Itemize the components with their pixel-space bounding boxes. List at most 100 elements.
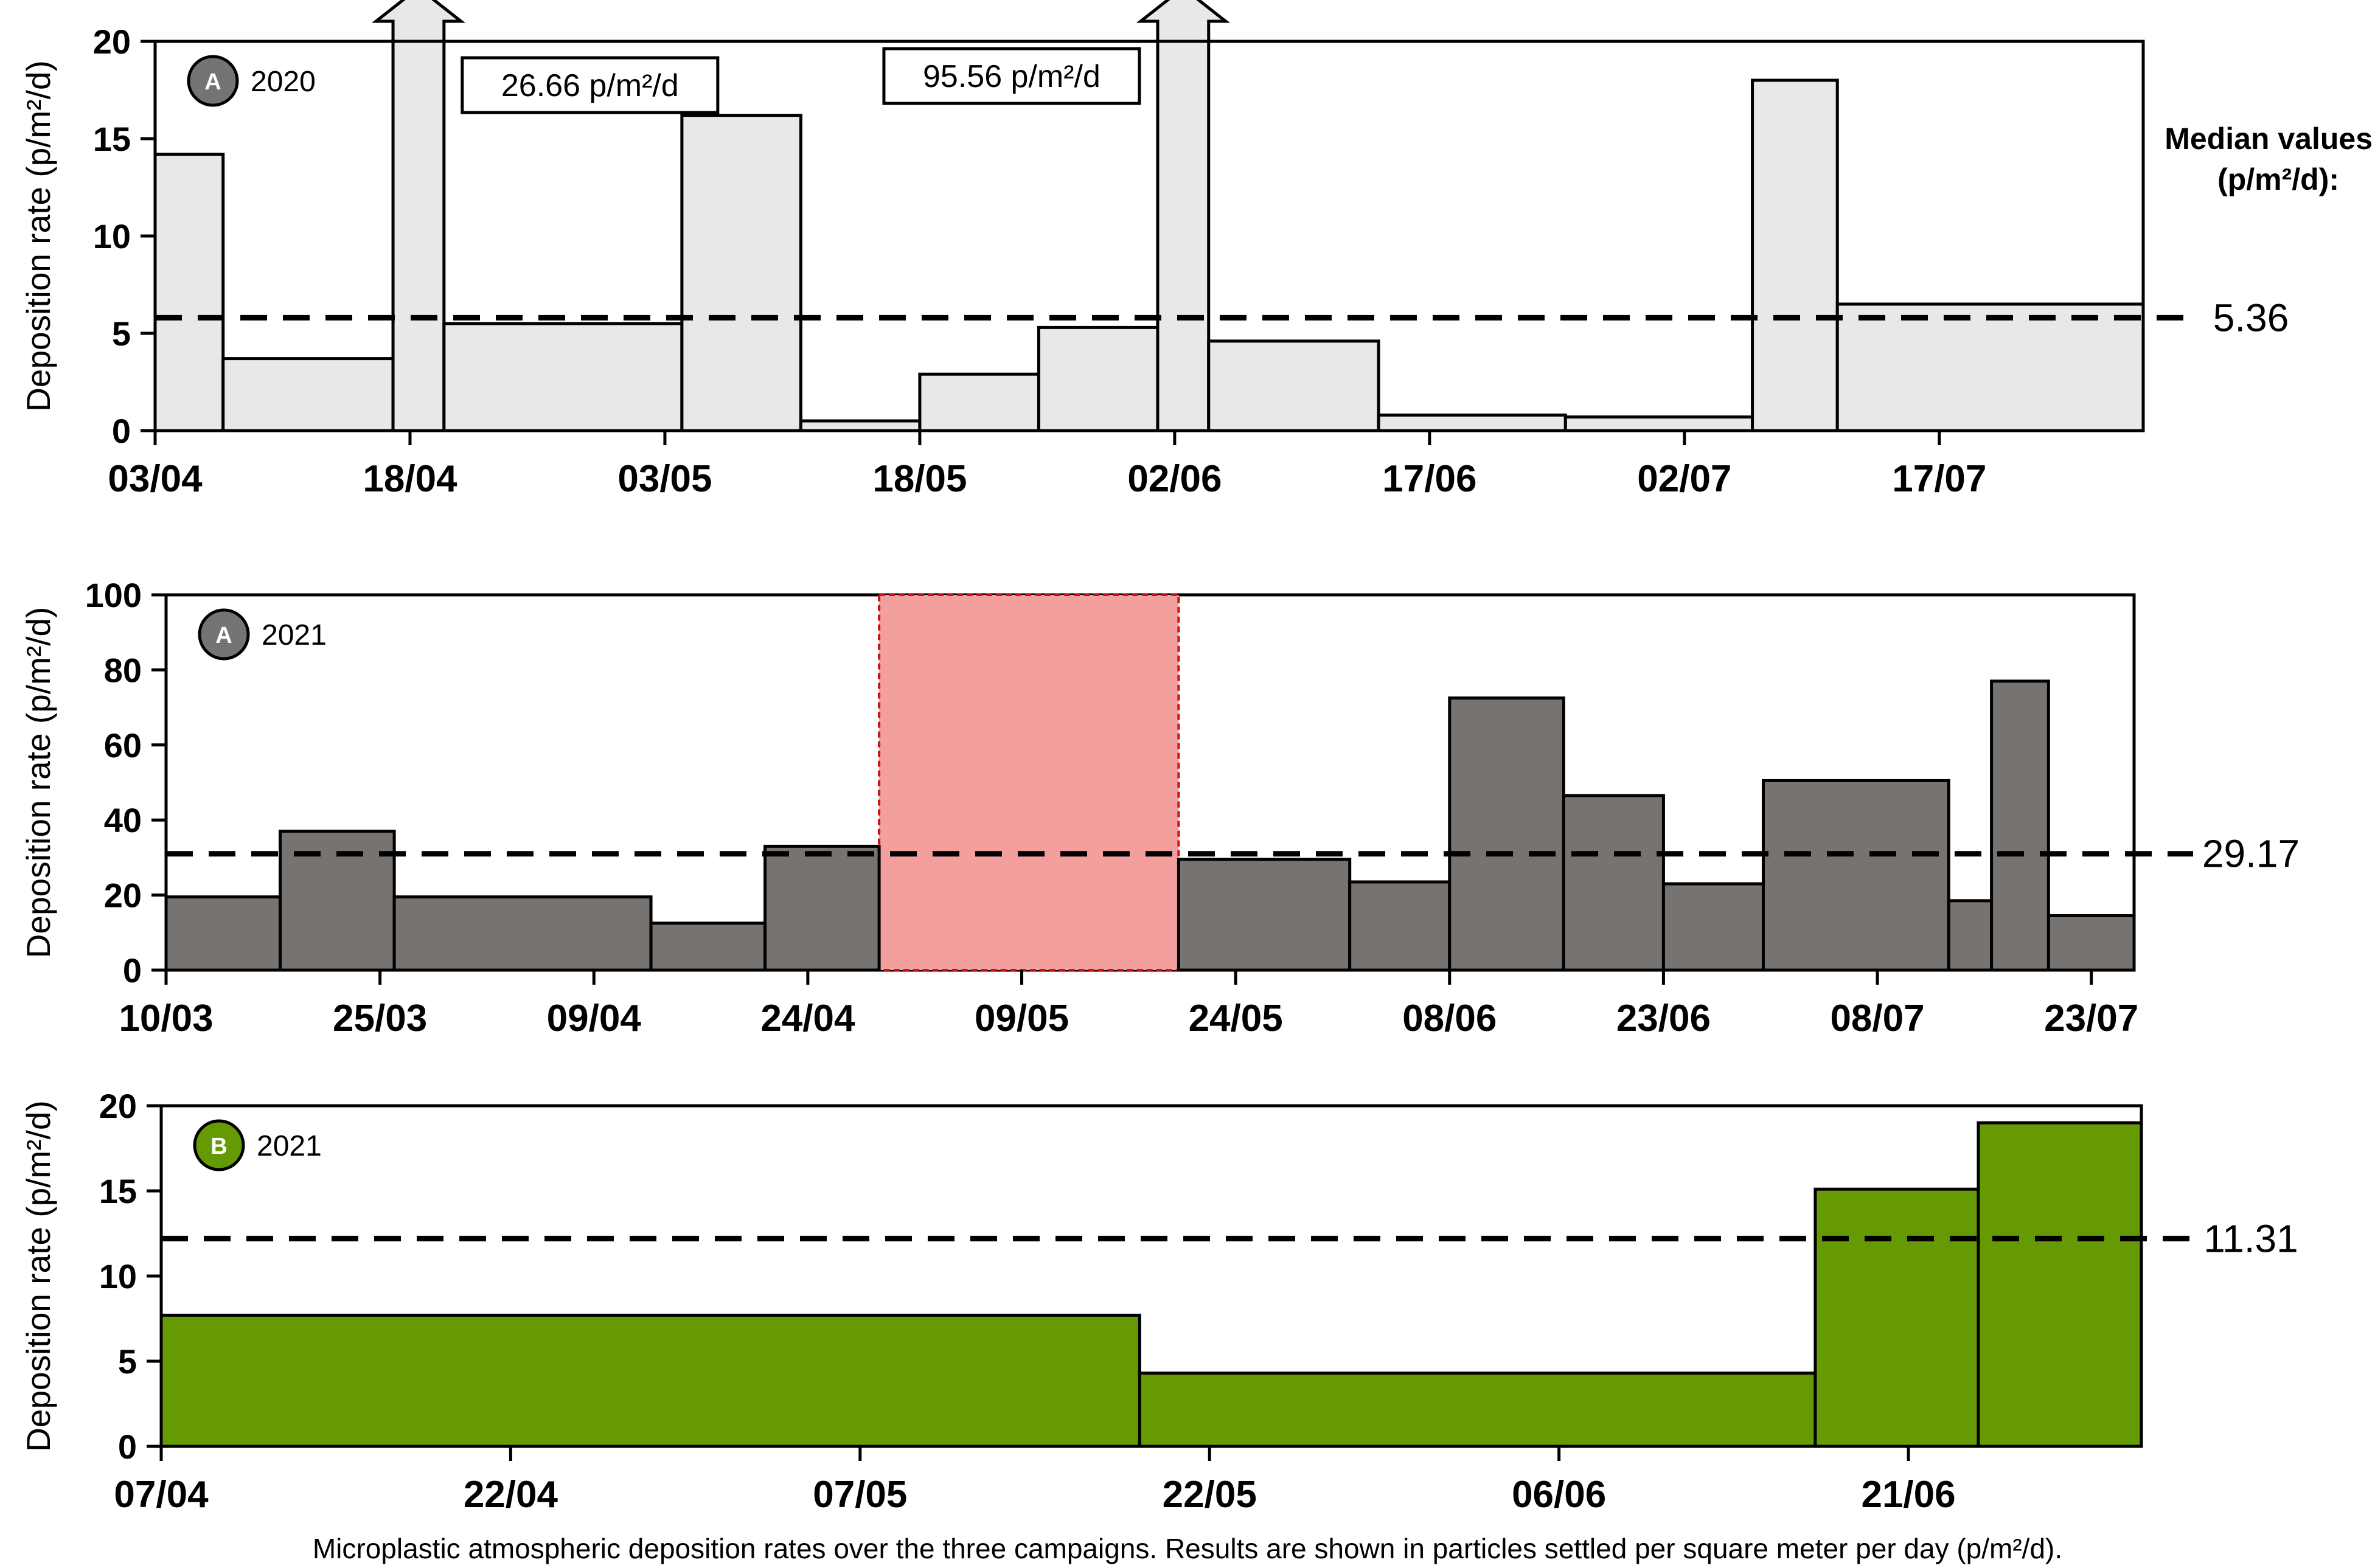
x-tick-label: 18/05 [872,458,967,500]
panel-badge [193,1119,245,1171]
y-tick-label: 20 [99,1087,137,1125]
chart-panel-1: 26.66 p/m²/d 95.56 p/m²/d 5.36 0 5 10 15 20 03/0… [19,0,2289,500]
bar-segment [1448,696,1565,972]
bar-segment [918,372,1040,432]
y-tick-label: 100 [85,576,142,614]
bar-segment [2046,914,2136,972]
panel-year-label: 2021 [262,619,327,651]
bar-segment [221,357,395,432]
x-tick-label: 09/04 [547,997,642,1039]
y-tick-label: 0 [118,1428,137,1466]
bar-segment [1156,40,1211,432]
bar-segment [1207,339,1380,432]
x-tick-label: 06/06 [1512,1474,1606,1516]
median-values-title: Median values [2165,122,2373,156]
bar-segment [763,844,881,972]
panel-badge [187,55,239,107]
bar-segment [1751,78,1839,432]
bar-segment [1177,858,1352,972]
x-tick-label: 08/07 [1830,997,1924,1039]
off-scale-label: 95.56 p/m²/d [923,59,1101,94]
bar-segment [649,921,767,972]
bar-segment [1977,1121,2143,1448]
bar-segment [1562,794,1665,972]
x-tick-label: 17/06 [1382,458,1476,500]
y-axis-label: Deposition rate (p/m²/d) [19,1100,57,1452]
median-value: 29.17 [2202,832,2300,876]
y-tick-label: 20 [104,876,142,915]
y-axis-label: Deposition rate (p/m²/d) [19,607,57,959]
bar-segment [159,1313,1141,1448]
bar-segment [1947,899,1994,972]
off-scale-label: 26.66 p/m²/d [501,68,679,103]
x-tick-label: 18/04 [363,458,457,500]
y-tick-label: 80 [104,651,142,689]
x-tick-label: 23/07 [2044,997,2138,1039]
panel-year-label: 2020 [251,66,316,98]
bar-segment [1138,1372,1817,1448]
no-sampling-period [878,594,1180,971]
bar-segment [392,895,653,972]
y-tick-label: 0 [112,412,131,450]
x-tick-label: 22/04 [464,1474,558,1516]
y-tick-label: 15 [93,120,131,158]
panel-badge [198,608,250,661]
bar-segment [1377,413,1567,432]
bar-segment [1762,779,1950,972]
bar-segment [1661,882,1765,972]
bar-segment [164,895,282,972]
x-tick-label: 24/05 [1189,997,1283,1039]
x-tick-label: 21/06 [1861,1474,1955,1516]
panel-badge-letter: A [204,69,221,95]
y-tick-label: 15 [99,1172,137,1210]
figure-caption: Microplastic atmospheric deposition rate… [313,1533,2062,1564]
bar-segment [1813,1187,1980,1448]
x-tick-label: 02/06 [1127,458,1222,500]
off-scale-arrow [371,0,466,43]
x-tick-label: 24/04 [760,997,855,1039]
bar-segment [442,322,684,432]
y-tick-label: 5 [112,314,131,353]
chart-panel-3: 11.31 0 5 10 15 20 07/04 22/04 07/05 22/05 06/06 21… [19,1087,2298,1516]
y-tick-label: 5 [118,1342,137,1381]
panel-badge-letter: B [210,1134,227,1159]
x-tick-label: 17/07 [1892,458,1986,500]
panel-year-label: 2021 [257,1130,322,1162]
bar-segment [799,419,922,432]
bar-segment [1835,302,2145,432]
panel-badge-letter: A [215,623,232,648]
off-scale-arrow [1136,0,1230,43]
median-value: 11.31 [2203,1216,2298,1260]
bar-segment [680,114,802,432]
y-tick-label: 60 [104,726,142,765]
bar-segment [1037,325,1160,432]
x-tick-label: 09/05 [975,997,1069,1039]
x-tick-label: 10/03 [119,997,213,1039]
annotation-box [461,56,720,114]
y-tick-label: 10 [93,217,131,255]
x-tick-label: 23/06 [1616,997,1711,1039]
median-value: 5.36 [2213,296,2289,339]
y-tick-label: 40 [104,801,142,839]
bar-segment [1563,415,1754,432]
x-tick-label: 08/06 [1402,997,1497,1039]
x-tick-label: 03/04 [108,458,203,500]
bar-segment [391,40,446,432]
y-tick-label: 20 [93,23,131,61]
x-tick-label: 02/07 [1637,458,1731,500]
y-tick-label: 0 [123,951,142,990]
x-tick-label: 03/05 [617,458,712,500]
median-values-unit: (p/m²/d): [2217,162,2339,196]
bar-segment [1990,679,2050,972]
bar-segment [153,153,225,432]
y-axis-label: Deposition rate (p/m²/d) [19,60,57,412]
annotation-box [882,47,1141,105]
x-tick-label: 22/05 [1163,1474,1257,1516]
x-tick-label: 25/03 [333,997,427,1039]
y-tick-label: 10 [99,1257,137,1296]
x-tick-label: 07/05 [813,1474,907,1516]
x-tick-label: 07/04 [114,1474,209,1516]
bar-segment [1348,880,1452,972]
chart-panel-2: 29.17 0 20 40 60 80 100 10/03 25/03 09/04 24/04 09/… [19,576,2300,1039]
